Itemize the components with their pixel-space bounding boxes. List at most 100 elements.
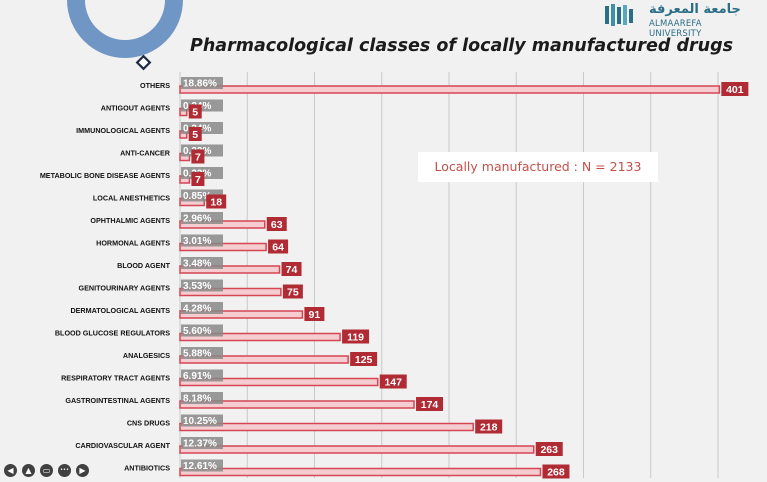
value-label: 174: [421, 399, 439, 411]
percent-label-box: [181, 414, 223, 427]
value-label-box: [304, 307, 325, 321]
percent-label-box: [181, 369, 223, 382]
bar: [179, 467, 542, 477]
percent-label-box: [181, 324, 223, 337]
notes-icon[interactable]: ▲: [22, 464, 35, 477]
chart-title: Pharmacological classes of locally manuf…: [190, 36, 734, 56]
value-label-box: [268, 239, 289, 254]
value-label: 74: [286, 264, 298, 276]
bar: [179, 265, 281, 274]
next-icon[interactable]: ▶: [76, 464, 89, 477]
percent-label: 0.85%: [183, 191, 211, 202]
value-label-box: [206, 194, 227, 209]
bar: [179, 85, 721, 94]
value-label: 147: [384, 377, 402, 389]
percent-label: 12.37%: [183, 439, 217, 450]
category-label: RESPIRATORY TRACT AGENTS: [61, 374, 170, 383]
value-label: 268: [547, 467, 565, 479]
value-label: 7: [195, 174, 201, 186]
value-label: 5: [192, 129, 198, 141]
percent-label: 2.96%: [183, 214, 211, 225]
diamond-marker: [135, 54, 152, 71]
percent-label-box: [181, 212, 223, 224]
bar: [179, 377, 379, 387]
category-label: CNS DRUGS: [127, 419, 170, 428]
percent-label: 3.53%: [183, 281, 211, 292]
value-label: 18: [210, 197, 222, 209]
percent-label: 5.60%: [183, 326, 211, 337]
value-label: 91: [309, 309, 321, 321]
category-label: METABOLIC BONE DISEASE AGENTS: [40, 171, 170, 180]
value-label-box: [475, 419, 503, 434]
more-icon[interactable]: •••: [58, 464, 71, 477]
percent-label-box: [181, 347, 223, 359]
value-label: 119: [347, 332, 364, 344]
percent-label-box: [181, 77, 223, 89]
bar: [179, 400, 415, 409]
value-label-box: [282, 284, 303, 299]
bar: [179, 310, 304, 319]
captions-icon[interactable]: ▭: [40, 464, 53, 477]
category-label: OPHTHALMIC AGENTS: [90, 216, 170, 225]
percent-label: 12.61%: [183, 461, 217, 472]
category-label: ANALGESICS: [123, 351, 170, 360]
university-logo: جامعة المعرفة ALMAAREFA UNIVERSITY: [605, 2, 755, 39]
value-label-box: [188, 104, 202, 119]
value-label-box: [379, 374, 407, 389]
category-label: BLOOD AGENT: [117, 261, 170, 270]
category-label: ANTI-CANCER: [120, 149, 171, 158]
percent-label: 3.48%: [183, 259, 211, 270]
logo-english-text: ALMAAREFA UNIVERSITY: [649, 19, 702, 39]
percent-label-box: [181, 459, 223, 472]
percent-label-box: [181, 279, 223, 292]
building-grid-icon: [605, 4, 633, 26]
value-label-box: [342, 329, 370, 344]
category-label: GENITOURINARY AGENTS: [79, 284, 171, 293]
category-label: GASTROINTESTINAL AGENTS: [65, 396, 170, 405]
bar: [179, 332, 341, 342]
value-label-box: [266, 217, 287, 231]
category-label: IMMUNOLOGICAL AGENTS: [76, 126, 170, 135]
total-annotation: Locally manufactured : N = 2133: [418, 152, 658, 182]
category-label: ANTIBIOTICS: [124, 464, 170, 473]
percent-label: 10.25%: [183, 416, 217, 427]
logo-arabic-text: جامعة المعرفة: [649, 2, 741, 17]
value-label: 218: [480, 422, 498, 434]
category-label: HORMONAL AGENTS: [96, 239, 170, 248]
previous-icon[interactable]: ◀: [4, 464, 17, 477]
category-label: ANTIGOUT AGENTS: [101, 104, 170, 113]
value-label-box: [542, 464, 570, 479]
category-label: CARDIOVASCULAR AGENT: [75, 441, 170, 450]
value-label: 7: [195, 152, 201, 164]
percent-label: 5.88%: [183, 349, 211, 360]
value-label: 75: [287, 287, 299, 299]
category-label: LOCAL ANESTHETICS: [93, 194, 170, 203]
percent-label: 18.86%: [183, 79, 217, 90]
value-label: 125: [355, 354, 373, 366]
percent-label-box: [181, 302, 223, 314]
value-label: 401: [726, 84, 744, 96]
category-label: DERMATOLOGICAL AGENTS: [70, 306, 170, 315]
value-label: 263: [540, 444, 558, 456]
percent-label: 6.91%: [183, 371, 211, 382]
percent-label: 8.18%: [183, 394, 211, 405]
category-label: BLOOD GLUCOSE REGULATORS: [55, 329, 170, 338]
percent-label-box: [181, 257, 223, 269]
bar: [179, 445, 535, 454]
percent-label-box: [181, 234, 223, 247]
value-label-box: [191, 172, 205, 186]
value-label-box: [721, 82, 749, 96]
percent-label: 3.01%: [183, 236, 211, 247]
percent-label-box: [181, 437, 223, 449]
value-label-box: [535, 442, 563, 456]
value-label-box: [281, 262, 302, 276]
category-label: OTHERS: [140, 81, 170, 90]
bar: [179, 422, 474, 432]
bar: [179, 355, 349, 364]
decorative-ring: [67, 0, 183, 58]
value-label: 5: [192, 107, 198, 119]
value-label-box: [188, 127, 202, 141]
value-label-box: [191, 149, 205, 164]
